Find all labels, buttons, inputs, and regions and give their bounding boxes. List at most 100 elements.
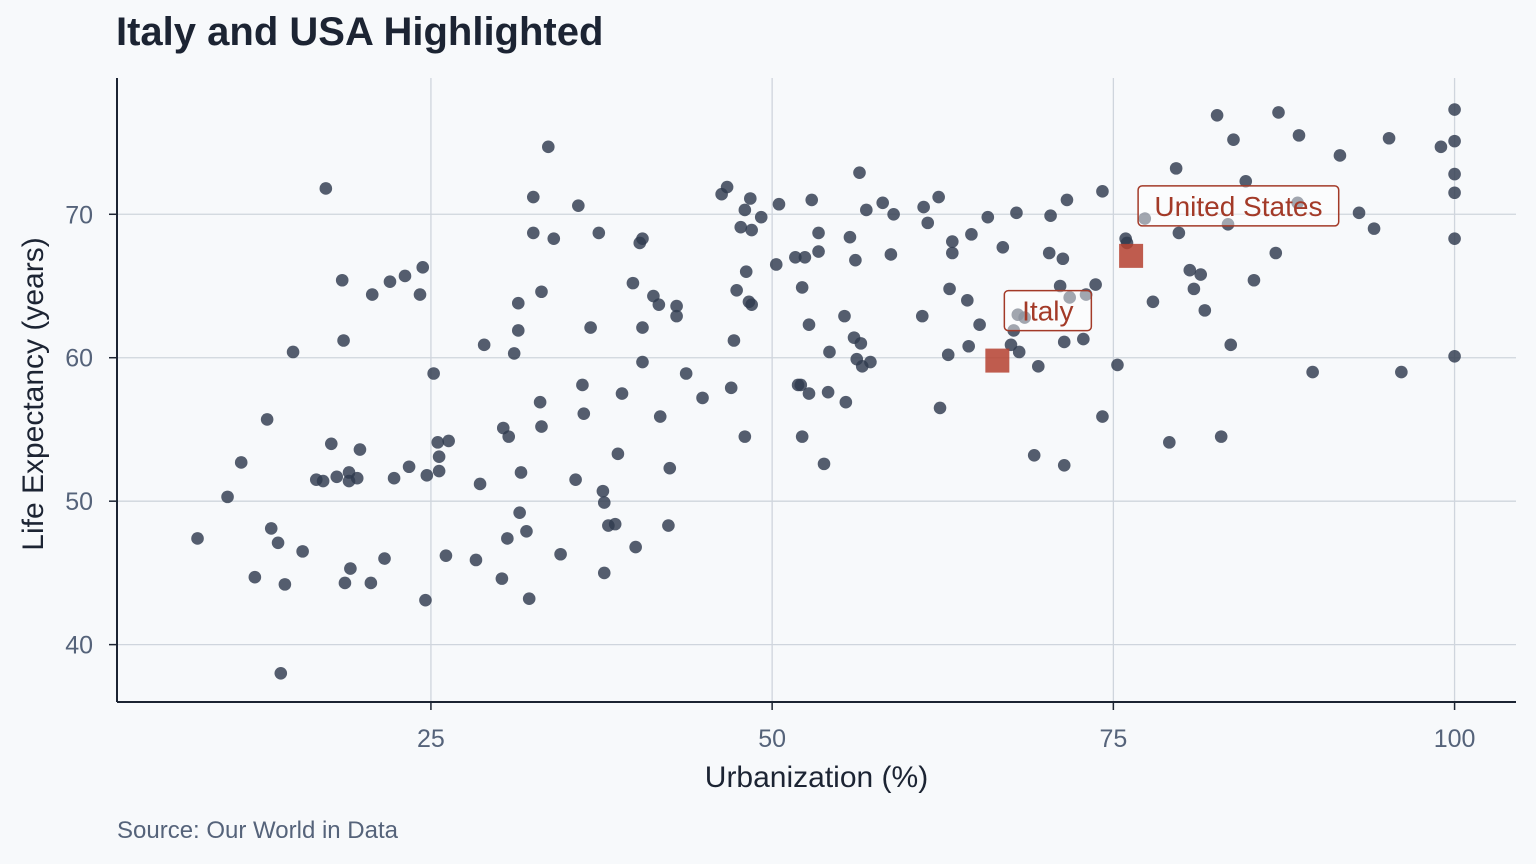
data-point	[1194, 268, 1208, 281]
data-point	[973, 318, 986, 332]
data-point	[596, 484, 610, 498]
data-point	[670, 299, 683, 313]
data-point	[1183, 263, 1197, 277]
data-point	[597, 496, 611, 509]
data-point	[1096, 410, 1109, 423]
data-point	[344, 562, 357, 575]
grid-lines	[117, 78, 1516, 702]
data-point	[535, 420, 548, 433]
data-point	[316, 474, 330, 488]
data-point	[520, 524, 533, 538]
data-point	[1018, 311, 1031, 324]
data-point	[921, 216, 935, 230]
data-point	[653, 410, 667, 423]
data-point	[981, 210, 995, 224]
data-point	[946, 235, 959, 248]
data-point	[432, 450, 446, 464]
highlight-marker-united-states	[1119, 243, 1144, 268]
data-point	[652, 298, 666, 311]
data-point	[615, 387, 629, 400]
data-point	[427, 367, 440, 380]
data-point	[364, 576, 378, 590]
y-tick-label-50: 50	[65, 488, 93, 516]
data-point	[338, 576, 352, 590]
data-point	[1010, 206, 1023, 220]
data-point	[1367, 222, 1381, 235]
data-point	[1434, 140, 1448, 154]
data-point	[1172, 226, 1186, 240]
data-point	[744, 192, 757, 205]
data-point	[1221, 218, 1235, 231]
data-point	[876, 196, 889, 210]
data-point	[802, 318, 816, 332]
data-point	[933, 401, 947, 415]
data-point	[611, 447, 625, 461]
data-point	[1448, 232, 1461, 245]
data-point	[554, 547, 567, 561]
data-point	[853, 166, 866, 179]
data-point	[720, 180, 734, 194]
x-tick-label-75: 75	[1099, 725, 1127, 753]
data-point	[636, 232, 649, 245]
axes	[109, 78, 1516, 710]
data-point	[547, 232, 561, 245]
data-point	[278, 578, 292, 591]
data-point	[946, 246, 959, 260]
data-point	[248, 570, 262, 584]
data-point	[576, 378, 589, 392]
data-points	[191, 103, 1461, 680]
data-point	[383, 275, 397, 288]
y-tick-label-70: 70	[65, 201, 93, 229]
data-point	[353, 443, 367, 456]
data-point	[817, 457, 831, 471]
data-point	[962, 339, 975, 353]
data-point	[260, 413, 274, 426]
data-point	[917, 200, 930, 214]
data-point	[821, 385, 835, 399]
data-point	[1077, 332, 1090, 346]
data-point	[1272, 106, 1285, 119]
data-point	[932, 190, 945, 204]
data-point	[941, 348, 955, 362]
data-point	[730, 284, 743, 297]
data-point	[1004, 338, 1018, 352]
data-point	[772, 197, 786, 211]
data-point	[812, 226, 825, 240]
data-point	[626, 276, 640, 290]
data-point	[1227, 133, 1240, 146]
data-point	[511, 324, 525, 337]
y-tick-label-40: 40	[65, 632, 93, 660]
data-point	[513, 506, 526, 519]
data-point	[577, 407, 591, 420]
data-point	[402, 460, 416, 474]
data-point	[734, 220, 748, 234]
data-point	[413, 288, 427, 301]
x-tick-label-50: 50	[758, 725, 786, 753]
data-point	[319, 182, 333, 195]
data-point	[739, 265, 753, 278]
data-point	[1060, 193, 1074, 207]
data-point	[823, 345, 836, 359]
data-point	[1063, 291, 1076, 304]
data-point	[542, 140, 555, 154]
data-point	[679, 367, 693, 380]
data-point	[387, 471, 401, 485]
data-point	[1224, 338, 1238, 352]
data-point	[843, 230, 857, 244]
data-point	[696, 391, 709, 405]
data-point	[636, 355, 649, 369]
data-point	[502, 430, 516, 443]
data-point	[769, 258, 783, 271]
data-point	[1187, 282, 1201, 296]
data-point	[795, 430, 809, 443]
data-point	[1163, 436, 1176, 449]
annotation-label-italy: Italy	[1022, 296, 1073, 327]
data-point	[477, 338, 491, 352]
data-point	[805, 193, 819, 207]
data-point	[473, 477, 487, 491]
data-point	[1239, 174, 1253, 188]
data-point	[597, 566, 611, 580]
data-point	[915, 309, 929, 323]
data-point	[738, 203, 752, 217]
data-point	[1031, 360, 1045, 373]
